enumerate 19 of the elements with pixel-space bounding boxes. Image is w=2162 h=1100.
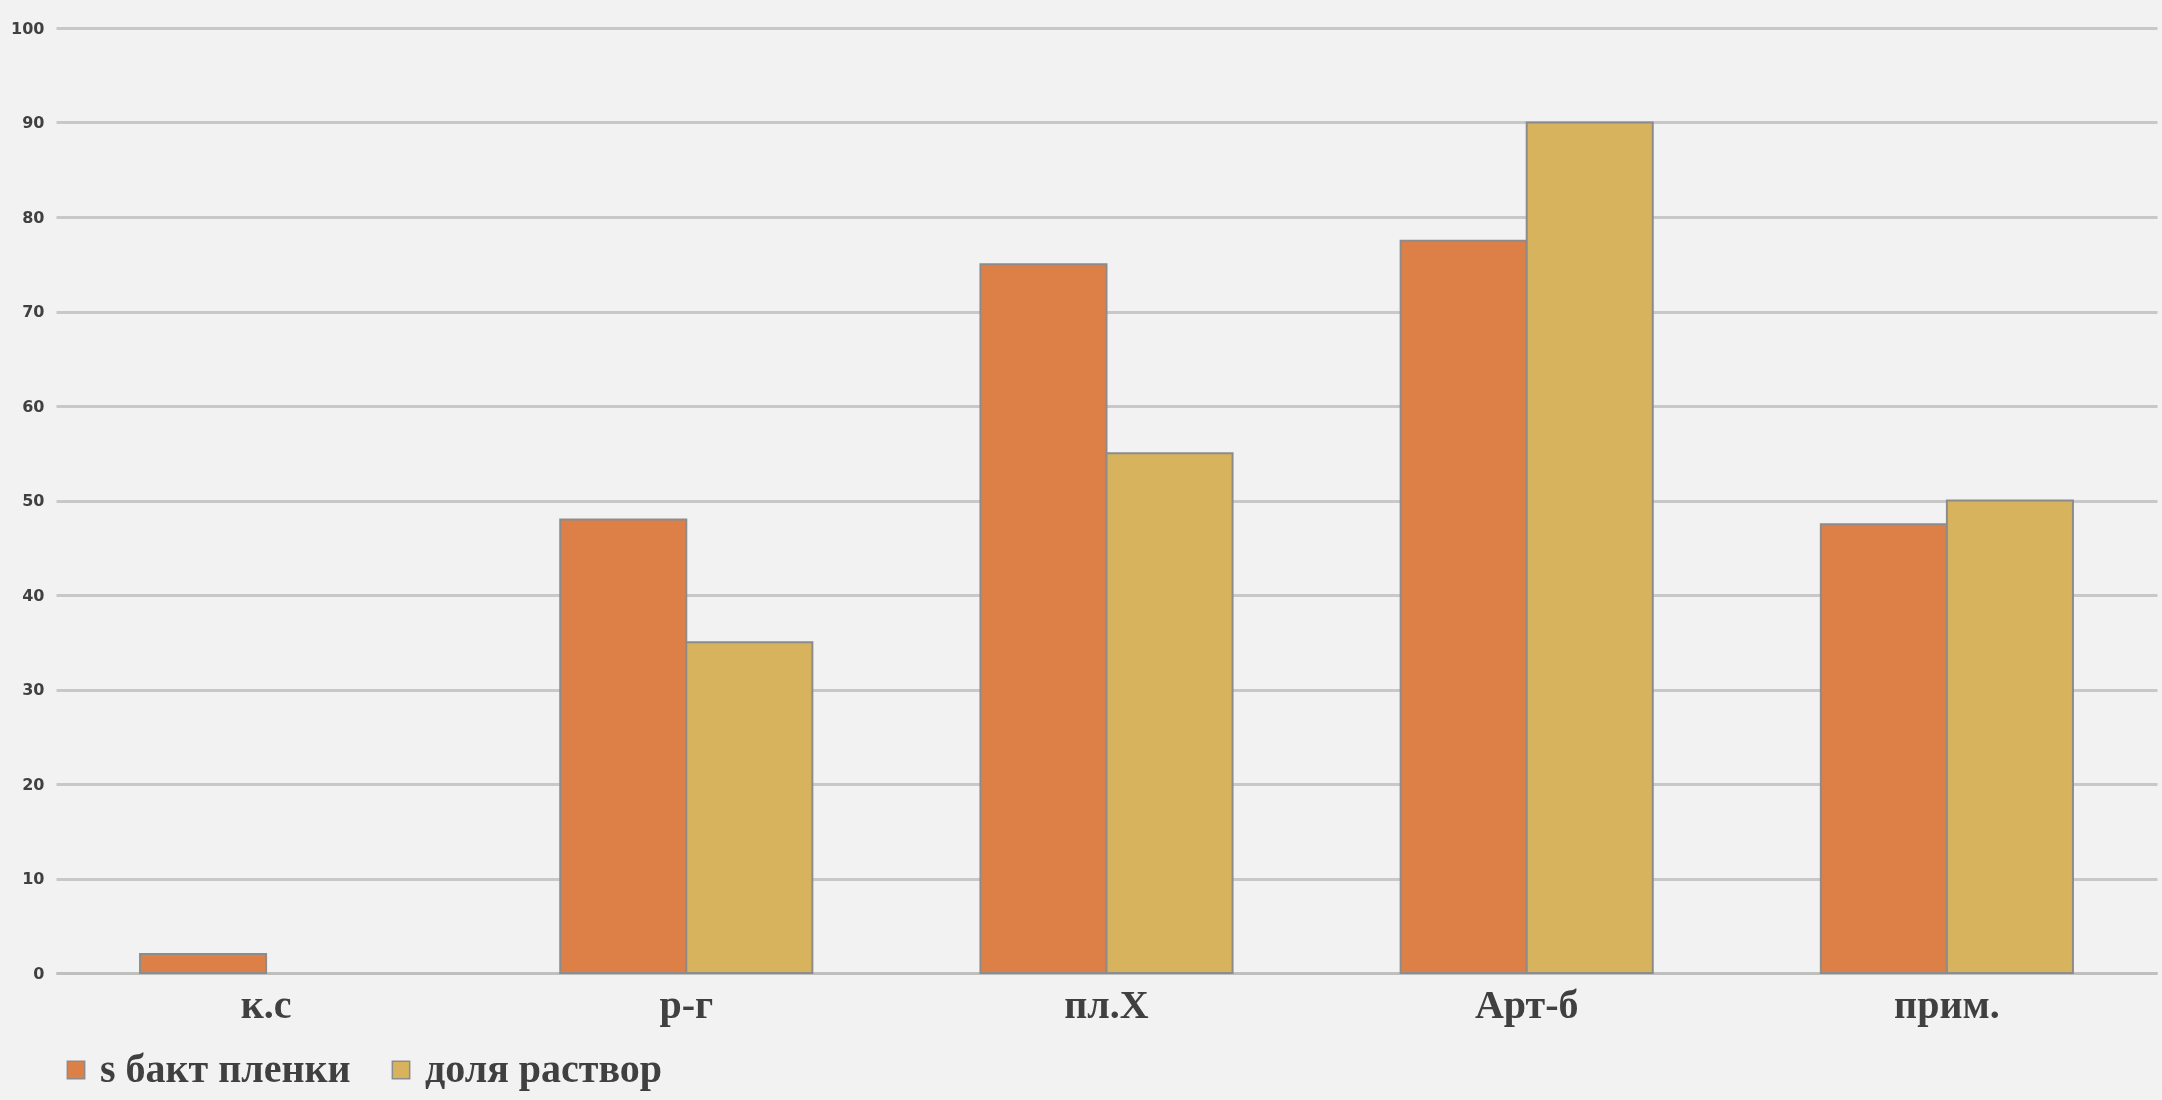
y-tick-label: 60 [22, 396, 45, 416]
y-tick-label: 10 [22, 869, 45, 888]
x-tick-label: Арт-б [1474, 981, 1579, 1027]
y-tick-label: 0 [33, 963, 45, 983]
y-tick-label: 80 [22, 207, 45, 227]
y-tick-label: 20 [22, 774, 45, 794]
x-tick-label: прим. [1894, 981, 2000, 1027]
y-tick-label: 100 [11, 18, 45, 38]
y-tick-label: 30 [22, 680, 45, 699]
x-tick-label: р-г [659, 981, 714, 1027]
x-tick-label: к.с [240, 981, 292, 1027]
y-tick-label: 90 [22, 113, 45, 132]
bar [139, 953, 268, 974]
y-tick-label: 50 [22, 491, 45, 510]
legend-label: s бакт пленки [100, 1046, 351, 1091]
x-tick-label: пл.Х [1064, 981, 1149, 1027]
legend-label: доля раствор [425, 1046, 663, 1091]
y-tick-label: 40 [22, 585, 45, 605]
y-tick-label: 70 [22, 302, 45, 321]
